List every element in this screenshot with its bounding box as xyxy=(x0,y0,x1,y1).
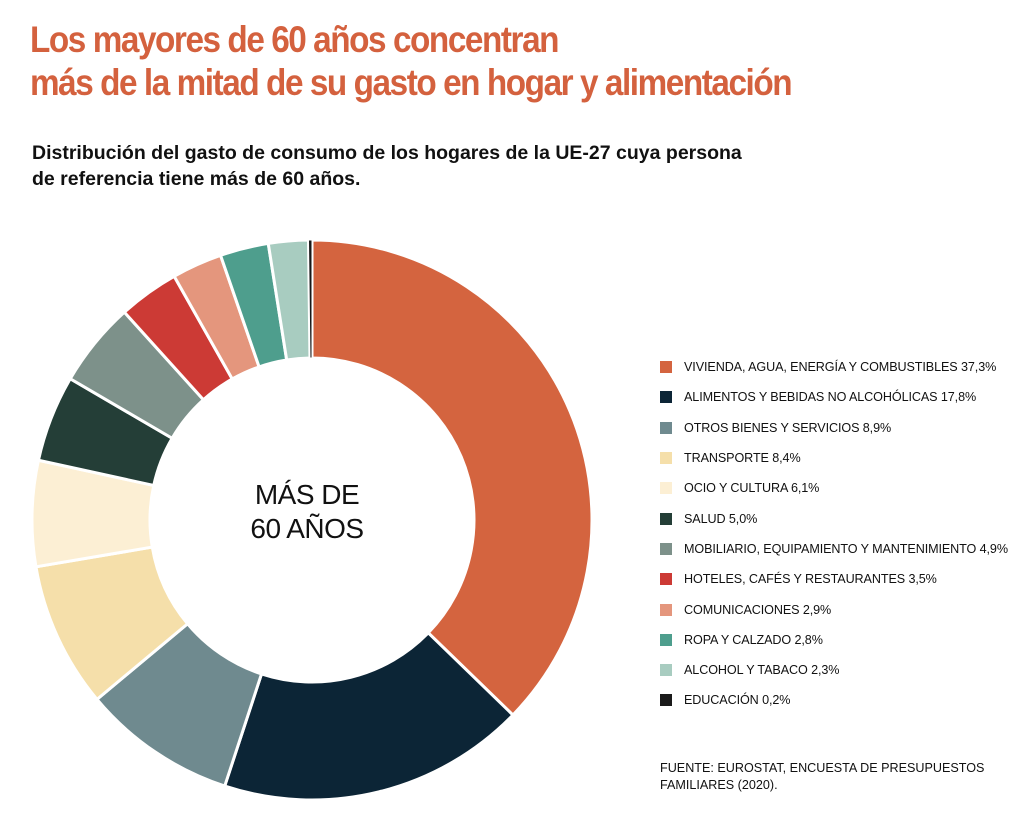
legend-label: SALUD 5,0% xyxy=(684,511,758,526)
legend-swatch xyxy=(660,542,672,555)
donut-slice-12 xyxy=(307,239,313,359)
legend-swatch xyxy=(660,512,672,525)
legend-label: HOTELES, CAFÉS Y RESTAURANTES 3,5% xyxy=(684,572,937,587)
legend-item-3: OTROS BIENES Y SERVICIOS 8,9% xyxy=(660,413,1020,443)
donut-slices xyxy=(30,238,594,802)
legend-label: COMUNICACIONES 2,9% xyxy=(684,602,832,617)
chart-title: Los mayores de 60 años concentran más de… xyxy=(30,18,793,104)
legend-swatch xyxy=(660,391,672,404)
legend-item-4: TRANSPORTE 8,4% xyxy=(660,443,1020,473)
legend-label: ALCOHOL Y TABACO 2,3% xyxy=(684,663,840,678)
legend-label: MOBILIARIO, EQUIPAMIENTO Y MANTENIMIENTO… xyxy=(684,541,1008,556)
legend-item-11: ALCOHOL Y TABACO 2,3% xyxy=(660,655,1020,685)
legend-swatch xyxy=(660,633,672,646)
legend-item-12: EDUCACIÓN 0,2% xyxy=(660,685,1020,715)
legend-swatch xyxy=(660,573,672,586)
chart-title-line-2: más de la mitad de su gasto en hogar y a… xyxy=(30,62,793,103)
legend-swatch xyxy=(660,452,672,465)
chart-title-line-1: Los mayores de 60 años concentran xyxy=(30,19,559,60)
legend-swatch xyxy=(660,664,672,677)
legend-item-9: COMUNICACIONES 2,9% xyxy=(660,594,1020,624)
legend-item-6: SALUD 5,0% xyxy=(660,503,1020,533)
legend-swatch xyxy=(660,482,672,495)
legend-label: ROPA Y CALZADO 2,8% xyxy=(684,632,823,647)
center-label-line-2: 60 AÑOS xyxy=(250,513,363,544)
source-note-line-2: FAMILIARES (2020). xyxy=(660,778,778,792)
chart-subtitle-line-1: Distribución del gasto de consumo de los… xyxy=(32,142,742,164)
legend-item-1: VIVIENDA, AGUA, ENERGÍA Y COMBUSTIBLES 3… xyxy=(660,352,1020,382)
legend-swatch xyxy=(660,361,672,374)
legend-item-10: ROPA Y CALZADO 2,8% xyxy=(660,625,1020,655)
legend-swatch xyxy=(660,603,672,616)
center-label-line-1: MÁS DE xyxy=(255,479,359,510)
legend-label: OCIO Y CULTURA 6,1% xyxy=(684,481,820,496)
legend-item-2: ALIMENTOS Y BEBIDAS NO ALCOHÓLICAS 17,8% xyxy=(660,382,1020,412)
legend-item-5: OCIO Y CULTURA 6,1% xyxy=(660,473,1020,503)
chart-legend: VIVIENDA, AGUA, ENERGÍA Y COMBUSTIBLES 3… xyxy=(660,352,1020,716)
legend-label: VIVIENDA, AGUA, ENERGÍA Y COMBUSTIBLES 3… xyxy=(684,360,997,375)
chart-subtitle: Distribución del gasto de consumo de los… xyxy=(32,140,852,192)
legend-label: TRANSPORTE 8,4% xyxy=(684,451,801,466)
source-note: FUENTE: EUROSTAT, ENCUESTA DE PRESUPUEST… xyxy=(660,760,1000,794)
legend-item-8: HOTELES, CAFÉS Y RESTAURANTES 3,5% xyxy=(660,564,1020,594)
legend-swatch xyxy=(660,421,672,434)
legend-swatch xyxy=(660,694,672,707)
donut-slice-2 xyxy=(223,631,515,802)
chart-subtitle-line-2: de referencia tiene más de 60 años. xyxy=(32,168,361,190)
source-note-line-1: FUENTE: EUROSTAT, ENCUESTA DE PRESUPUEST… xyxy=(660,761,985,775)
donut-chart: MÁS DE 60 AÑOS xyxy=(30,238,594,802)
donut-slice-1 xyxy=(310,238,594,717)
legend-item-7: MOBILIARIO, EQUIPAMIENTO Y MANTENIMIENTO… xyxy=(660,534,1020,564)
legend-label: EDUCACIÓN 0,2% xyxy=(684,693,791,708)
legend-label: OTROS BIENES Y SERVICIOS 8,9% xyxy=(684,420,892,435)
legend-label: ALIMENTOS Y BEBIDAS NO ALCOHÓLICAS 17,8% xyxy=(684,390,977,405)
